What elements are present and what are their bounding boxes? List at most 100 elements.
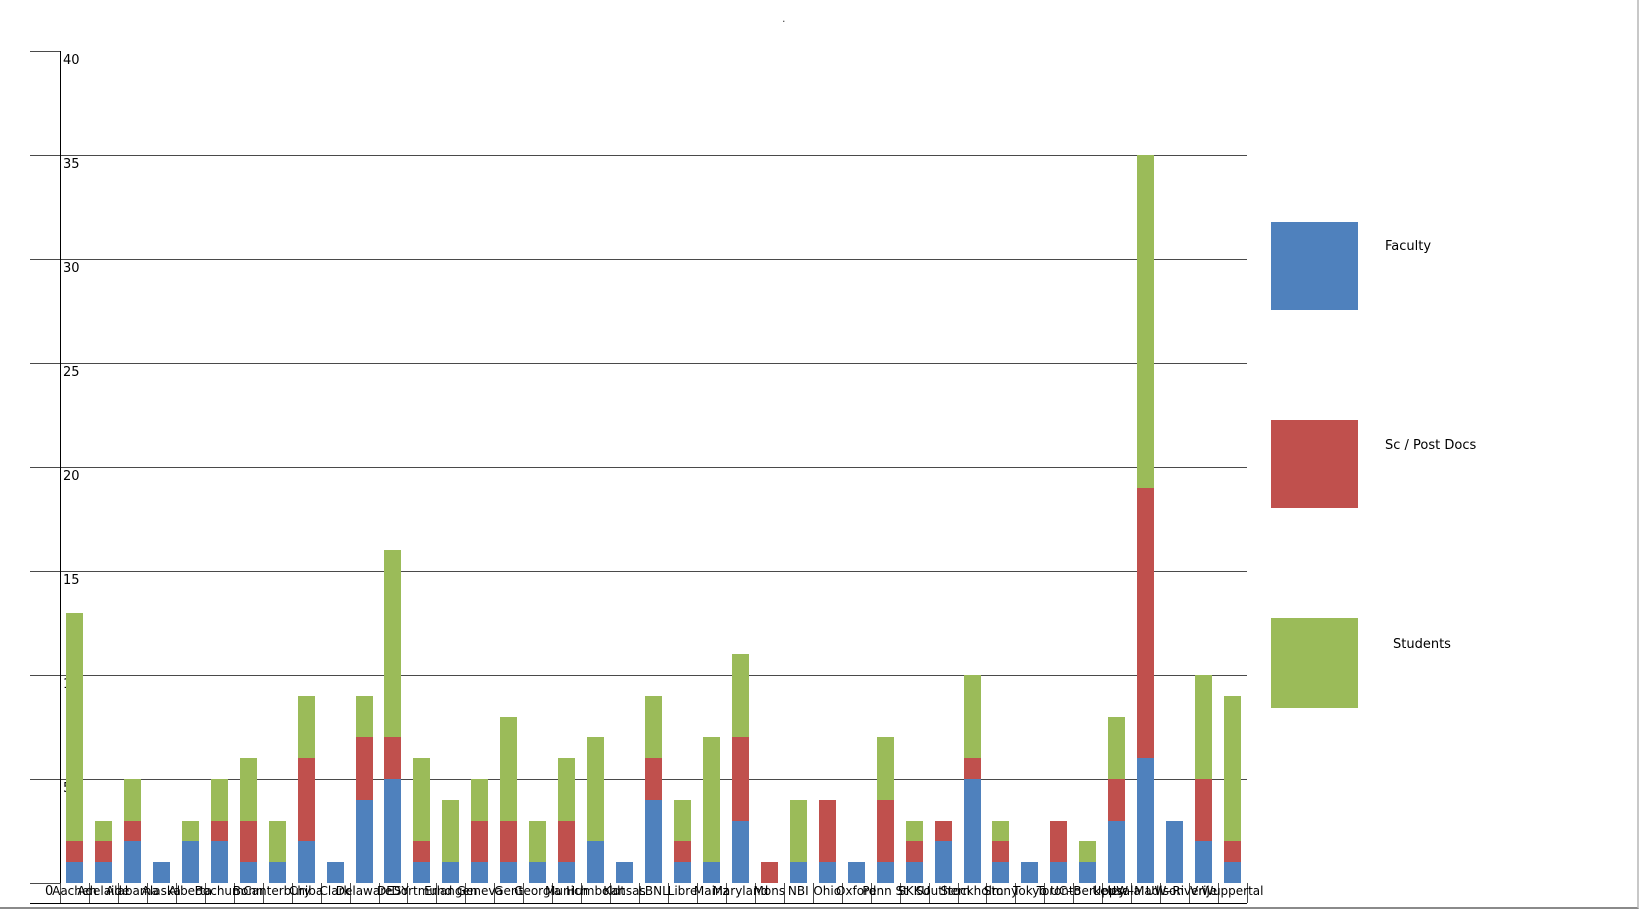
bar-segment-students-Bonn[interactable] <box>239 758 257 821</box>
bar-segment-postdocs-Bonn[interactable] <box>239 820 257 863</box>
bar-segment-postdocs-LBNL[interactable] <box>645 758 662 800</box>
bar-segment-postdocs-Libre[interactable] <box>674 841 691 863</box>
bar-segment-postdocs-Bochum[interactable] <box>210 820 228 842</box>
bar-segment-students-Georgia[interactable] <box>529 820 547 863</box>
bar-segment-students-Humboldt[interactable] <box>587 737 605 842</box>
bar-segment-students-Maryland[interactable] <box>731 654 749 738</box>
bar-segment-faculty-Humboldt[interactable] <box>587 841 605 883</box>
bar-segment-faculty-Erlangen[interactable] <box>442 862 460 883</box>
bar-segment-faculty-Bochum[interactable] <box>210 841 228 883</box>
bar-segment-students-Geneva[interactable] <box>471 779 489 821</box>
bar-segment-students-Libre[interactable] <box>674 799 691 842</box>
bar-segment-students-Alberta[interactable] <box>181 820 199 842</box>
bar-segment-postdocs-Geneva[interactable] <box>471 820 489 863</box>
bar-segment-students-Bochum[interactable] <box>210 779 228 821</box>
bar-segment-faculty-Penn St[interactable] <box>876 862 894 883</box>
bar-segment-faculty-Kansas[interactable] <box>616 862 633 883</box>
bar-segment-faculty-Libre[interactable] <box>674 862 691 883</box>
bar-segment-students-Aachen[interactable] <box>66 612 83 842</box>
bar-segment-postdocs-SKKU[interactable] <box>905 841 923 863</box>
bar-segment-faculty-Tokyo[interactable] <box>1021 862 1039 883</box>
bar-segment-postdocs-Vrije[interactable] <box>1195 779 1213 842</box>
bar-segment-students-Canterbury[interactable] <box>268 820 286 863</box>
legend-swatch-students[interactable] <box>1271 618 1358 708</box>
bar-segment-faculty-UC–Berkeley[interactable] <box>1079 862 1097 883</box>
bar-segment-postdocs-Penn St[interactable] <box>876 799 894 863</box>
bar-segment-faculty-Southern[interactable] <box>934 841 952 883</box>
bar-segment-faculty-SKKU[interactable] <box>905 862 923 883</box>
bar-segment-postdocs-UW–Madison[interactable] <box>1137 487 1155 759</box>
bar-segment-postdocs-Munich[interactable] <box>558 820 576 863</box>
bar-segment-students-SKKU[interactable] <box>905 820 923 842</box>
bar-segment-students-Vrije[interactable] <box>1195 675 1213 779</box>
bar-segment-faculty-Alberta[interactable] <box>181 841 199 883</box>
bar-segment-faculty-LBNL[interactable] <box>645 799 662 883</box>
bar-segment-faculty-Dortmund[interactable] <box>413 862 431 883</box>
bar-segment-students-Gent[interactable] <box>500 716 518 821</box>
bar-segment-faculty-Munich[interactable] <box>558 862 576 883</box>
bar-segment-postdocs-Gent[interactable] <box>500 820 518 863</box>
legend-swatch-faculty[interactable] <box>1271 222 1358 310</box>
bar-segment-students-Uppsala[interactable] <box>1108 716 1126 779</box>
bar-segment-faculty-Alabama[interactable] <box>123 841 141 883</box>
bar-segment-postdocs-Stony[interactable] <box>992 841 1010 863</box>
bar-segment-faculty-Bonn[interactable] <box>239 862 257 883</box>
bar-segment-faculty-Uppsala[interactable] <box>1108 820 1126 883</box>
bar-segment-postdocs-Alabama[interactable] <box>123 820 141 842</box>
bar-segment-faculty-UW–River[interactable] <box>1166 820 1184 883</box>
bar-segment-faculty-Canterbury[interactable] <box>268 862 286 883</box>
bar-segment-students-Alabama[interactable] <box>123 779 141 821</box>
bar-segment-students-Stony[interactable] <box>992 820 1010 842</box>
bar-segment-faculty-Georgia[interactable] <box>529 862 547 883</box>
bar-segment-postdocs-Southern[interactable] <box>934 820 952 842</box>
bar-segment-faculty-Alaska[interactable] <box>152 862 170 883</box>
bar-segment-students-DESY[interactable] <box>384 550 402 738</box>
bar-segment-postdocs-Ohio[interactable] <box>818 799 836 863</box>
bar-segment-faculty-UW–Madison[interactable] <box>1137 758 1155 883</box>
bar-segment-postdocs-Dortmund[interactable] <box>413 841 431 863</box>
bar-segment-students-Chiba[interactable] <box>297 695 315 759</box>
bar-segment-students-Munich[interactable] <box>558 758 576 821</box>
bar-segment-students-Adelaide[interactable] <box>94 820 112 842</box>
bar-segment-postdocs-Chiba[interactable] <box>297 758 315 842</box>
bar-segment-students-Erlangen[interactable] <box>442 799 460 863</box>
bar-segment-students-Delaware[interactable] <box>355 695 373 738</box>
bar-segment-faculty-Ohio[interactable] <box>818 862 836 883</box>
bar-segment-students-Dortmund[interactable] <box>413 758 431 842</box>
bar-segment-postdocs-Mons[interactable] <box>760 862 778 883</box>
bar-segment-faculty-NBI[interactable] <box>789 862 807 883</box>
bar-segment-postdocs-Wuppertal[interactable] <box>1224 841 1241 863</box>
bar-segment-faculty-Mainz[interactable] <box>702 862 720 883</box>
bar-segment-faculty-Adelaide[interactable] <box>94 862 112 883</box>
bar-segment-faculty-Wuppertal[interactable] <box>1224 862 1241 883</box>
bar-segment-students-NBI[interactable] <box>789 799 807 863</box>
bar-segment-postdocs-Maryland[interactable] <box>731 737 749 821</box>
bar-segment-faculty-DESY[interactable] <box>384 779 402 883</box>
bar-segment-faculty-Aachen[interactable] <box>66 862 83 883</box>
bar-segment-postdocs-Delaware[interactable] <box>355 737 373 800</box>
bar-segment-faculty-Stony[interactable] <box>992 862 1010 883</box>
bar-segment-faculty-Clark[interactable] <box>326 862 344 883</box>
bar-segment-postdocs-Uppsala[interactable] <box>1108 779 1126 821</box>
bar-segment-students-UW–Madison[interactable] <box>1137 155 1155 488</box>
bar-segment-postdocs-DESY[interactable] <box>384 737 402 779</box>
bar-segment-faculty-Chiba[interactable] <box>297 841 315 883</box>
bar-segment-students-Wuppertal[interactable] <box>1224 695 1241 842</box>
bar-segment-postdocs-Stockholm[interactable] <box>963 758 981 779</box>
legend-swatch-postdocs[interactable] <box>1271 420 1358 508</box>
bar-segment-students-Stockholm[interactable] <box>963 675 981 759</box>
bar-segment-faculty-Maryland[interactable] <box>731 820 749 883</box>
bar-segment-faculty-Delaware[interactable] <box>355 799 373 883</box>
bar-segment-students-LBNL[interactable] <box>645 695 662 759</box>
bar-segment-faculty-Stockholm[interactable] <box>963 779 981 883</box>
bar-segment-faculty-Vrije[interactable] <box>1195 841 1213 883</box>
bar-segment-faculty-Toronto[interactable] <box>1050 862 1068 883</box>
bar-segment-faculty-Geneva[interactable] <box>471 862 489 883</box>
bar-segment-postdocs-Adelaide[interactable] <box>94 841 112 863</box>
bar-segment-postdocs-Toronto[interactable] <box>1050 820 1068 863</box>
bar-segment-students-Mainz[interactable] <box>702 737 720 863</box>
bar-segment-faculty-Oxford[interactable] <box>847 862 865 883</box>
bar-segment-postdocs-Aachen[interactable] <box>66 841 83 863</box>
bar-segment-students-UC–Berkeley[interactable] <box>1079 841 1097 863</box>
bar-segment-faculty-Gent[interactable] <box>500 862 518 883</box>
